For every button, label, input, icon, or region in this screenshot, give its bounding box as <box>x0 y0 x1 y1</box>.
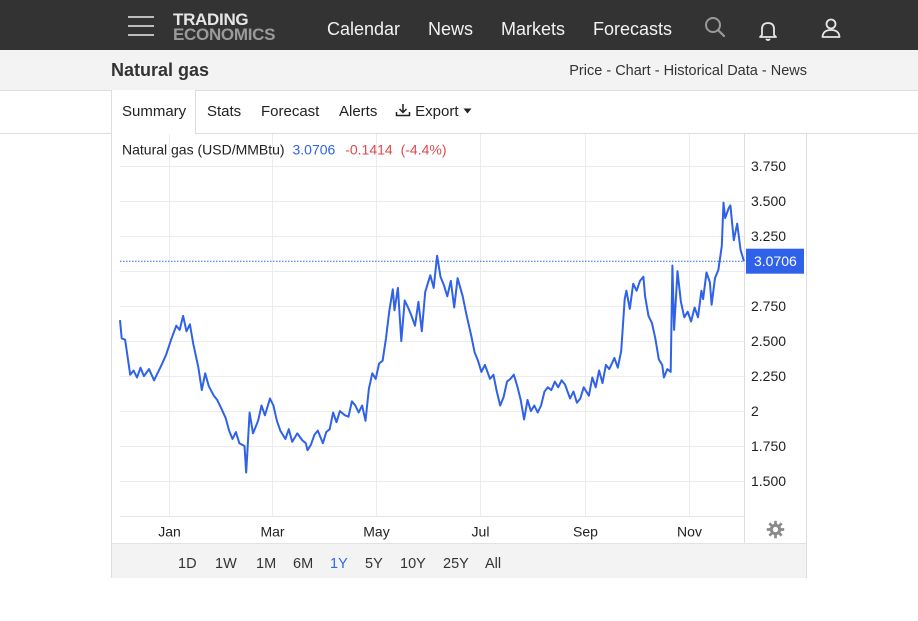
search-icon[interactable] <box>704 16 726 38</box>
tab-alerts[interactable]: Alerts <box>339 103 378 120</box>
link-chart[interactable]: Chart <box>615 63 651 79</box>
nav-forecasts[interactable]: Forecasts <box>593 19 673 39</box>
range-1d[interactable]: 1D <box>178 556 197 572</box>
link-separator: - <box>757 63 771 79</box>
chart-legend: Natural gas (USD/MMBtu) 3.0706 -0.1414 (… <box>122 142 446 158</box>
x-tick-label: Jul <box>472 524 490 540</box>
chart-grid <box>120 134 745 543</box>
range-all[interactable]: All <box>485 556 502 572</box>
y-tick-label: 3.750 <box>751 158 786 174</box>
x-tick-label: Mar <box>260 524 284 540</box>
gear-icon[interactable] <box>766 520 785 539</box>
range-selector-bar <box>112 543 806 578</box>
range-6m[interactable]: 6M <box>293 556 314 572</box>
instrument-header: Natural gas Price - Chart - Historical D… <box>0 50 918 91</box>
user-icon[interactable] <box>820 17 842 39</box>
tab-forecast[interactable]: Forecast <box>261 103 320 120</box>
caret-down-icon <box>463 108 472 114</box>
nav-markets[interactable]: Markets <box>501 19 566 39</box>
bell-icon[interactable] <box>757 19 779 41</box>
range-1y[interactable]: 1Y <box>330 556 348 572</box>
y-tick-label: 2.250 <box>751 368 786 384</box>
tabs-divider <box>0 133 918 134</box>
link-historical-data[interactable]: Historical Data <box>663 63 758 79</box>
brand-logo-line2: ECONOMICS <box>173 25 276 44</box>
current-price-tag: 3.0706 <box>746 248 804 274</box>
range-25y[interactable]: 25Y <box>443 556 469 572</box>
instrument-links: Price - Chart - Historical Data - News <box>569 63 807 79</box>
x-tick-label: Nov <box>677 524 702 540</box>
tab-export-label: Export <box>415 103 459 120</box>
x-tick-label: Sep <box>573 524 598 540</box>
change-percent: (-4.4%) <box>401 142 447 158</box>
download-icon <box>395 104 411 117</box>
brand-logo-line1: TRADING <box>173 10 249 29</box>
change-value: -0.1414 <box>345 142 393 158</box>
link-separator: - <box>602 63 616 79</box>
x-tick-label: Jan <box>158 524 181 540</box>
link-news[interactable]: News <box>770 63 807 79</box>
brand-logo[interactable]: TRADING ECONOMICS <box>173 10 276 44</box>
y-tick-label: 3.250 <box>751 228 786 244</box>
range-10y[interactable]: 10Y <box>400 556 426 572</box>
link-separator: - <box>650 63 664 79</box>
chart-title: Natural gas (USD/MMBtu) <box>122 142 285 158</box>
y-tick-label: 2.500 <box>751 333 786 349</box>
y-tick-label: 2 <box>751 403 759 419</box>
tab-stats[interactable]: Stats <box>207 103 242 120</box>
range-5y[interactable]: 5Y <box>365 556 383 572</box>
y-axis: 3.750 3.500 3.250 2.750 2.500 2.250 2 1.750 1.50… <box>751 158 786 489</box>
last-value: 3.0706 <box>292 142 335 158</box>
y-tick-label: 1.750 <box>751 438 786 454</box>
hamburger-icon[interactable] <box>128 16 154 36</box>
tab-export[interactable]: Export <box>395 103 472 120</box>
nav-news[interactable]: News <box>428 19 474 39</box>
y-tick-label: 2.750 <box>751 298 786 314</box>
link-price[interactable]: Price <box>569 63 603 79</box>
y-tick-label: 1.500 <box>751 473 786 489</box>
top-nav-bar: TRADING ECONOMICS Calendar News Markets … <box>0 0 918 50</box>
x-axis: Jan Mar May Jul Sep Nov <box>158 524 702 540</box>
series-line <box>119 201 745 474</box>
current-price-tag-bg <box>746 248 804 274</box>
tab-summary-frame <box>111 90 196 134</box>
tab-summary[interactable]: Summary <box>122 103 187 120</box>
range-1m[interactable]: 1M <box>256 556 277 572</box>
nav-calendar[interactable]: Calendar <box>327 19 401 39</box>
x-tick-label: May <box>363 524 389 540</box>
current-price-label: 3.0706 <box>754 253 797 269</box>
range-1w[interactable]: 1W <box>215 556 237 572</box>
page-title: Natural gas <box>111 60 210 80</box>
y-tick-label: 3.500 <box>751 193 786 209</box>
